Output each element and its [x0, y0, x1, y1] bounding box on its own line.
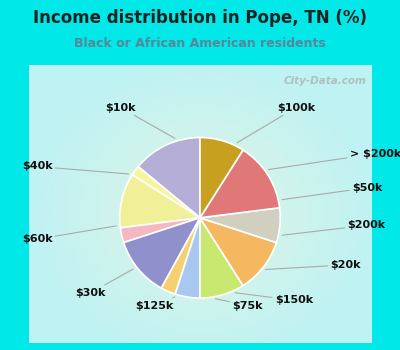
Text: $200k: $200k: [282, 220, 386, 235]
Wedge shape: [175, 218, 200, 298]
Text: $100k: $100k: [237, 103, 315, 143]
Wedge shape: [138, 138, 200, 218]
Text: $10k: $10k: [105, 103, 175, 138]
Wedge shape: [200, 218, 276, 286]
Wedge shape: [132, 167, 200, 218]
Text: $30k: $30k: [76, 269, 133, 298]
Wedge shape: [161, 218, 200, 294]
Text: $20k: $20k: [266, 260, 361, 270]
Text: Income distribution in Pope, TN (%): Income distribution in Pope, TN (%): [33, 9, 367, 27]
Text: $50k: $50k: [282, 183, 382, 200]
Text: $150k: $150k: [235, 293, 313, 305]
Text: $60k: $60k: [22, 226, 116, 244]
Wedge shape: [120, 175, 200, 228]
Wedge shape: [200, 138, 243, 218]
Text: City-Data.com: City-Data.com: [283, 76, 366, 86]
Text: $75k: $75k: [216, 299, 263, 310]
Text: $125k: $125k: [135, 297, 175, 310]
Wedge shape: [200, 208, 280, 243]
Wedge shape: [200, 150, 280, 218]
Wedge shape: [120, 218, 200, 243]
Wedge shape: [124, 218, 200, 288]
Text: $40k: $40k: [22, 161, 128, 174]
Wedge shape: [200, 218, 243, 298]
Text: Black or African American residents: Black or African American residents: [74, 37, 326, 50]
Text: > $200k: > $200k: [268, 149, 400, 169]
